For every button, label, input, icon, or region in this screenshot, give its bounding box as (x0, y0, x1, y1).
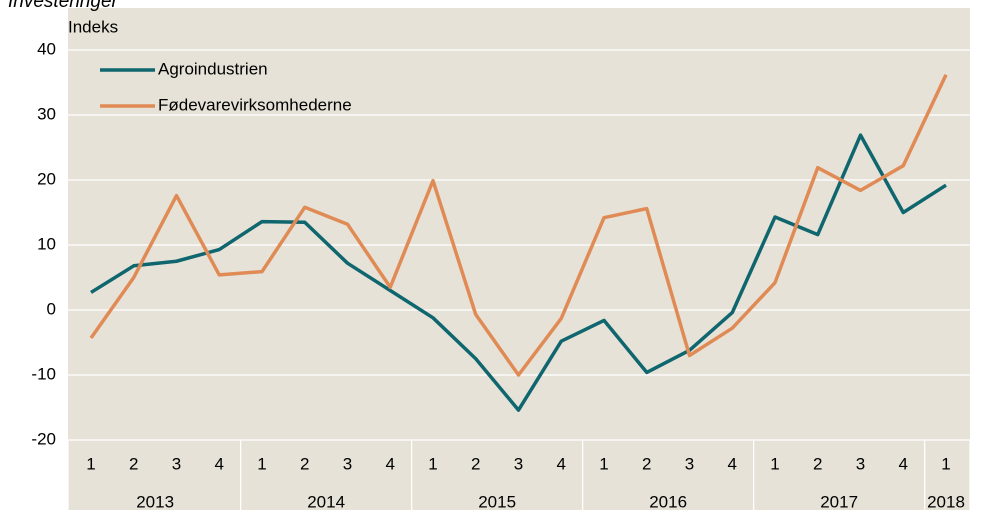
x-tick-label: 3 (172, 454, 181, 473)
chart-title: Investeringer (8, 0, 119, 12)
x-tick-label: 4 (728, 454, 737, 473)
y-axis-label: Indeks (68, 17, 118, 36)
x-tick-label: 1 (941, 454, 950, 473)
x-group-label: 2017 (820, 492, 858, 510)
x-tick-label: 3 (343, 454, 352, 473)
legend-label: Agroindustrien (158, 59, 268, 78)
x-group-label: 2015 (478, 492, 516, 510)
x-tick-label: 2 (471, 454, 480, 473)
x-tick-label: 2 (813, 454, 822, 473)
x-tick-label: 1 (257, 454, 266, 473)
x-tick-label: 1 (770, 454, 779, 473)
plot-background (68, 8, 970, 510)
series-line (89, 73, 948, 377)
x-tick-label: 2 (300, 454, 309, 473)
x-tick-label: 1 (599, 454, 608, 473)
x-tick-label: 2 (642, 454, 651, 473)
x-group-label: 2014 (307, 492, 345, 510)
y-tick-label: 10 (37, 234, 56, 253)
y-tick-label: -10 (31, 364, 56, 383)
y-tick-label: 30 (37, 104, 56, 123)
legend-label: Fødevarevirksomhederne (158, 95, 352, 114)
x-tick-label: 3 (514, 454, 523, 473)
y-tick-label: 20 (37, 169, 56, 188)
x-tick-label: 2 (129, 454, 138, 473)
x-tick-label: 4 (557, 454, 566, 473)
x-tick-label: 1 (428, 454, 437, 473)
x-tick-label: 1 (86, 454, 95, 473)
x-tick-label: 4 (386, 454, 395, 473)
series-line (90, 133, 947, 412)
x-tick-label: 3 (856, 454, 865, 473)
x-group-label: 2013 (136, 492, 174, 510)
x-group-label: 2016 (649, 492, 687, 510)
y-tick-label: 40 (37, 39, 56, 58)
x-tick-label: 3 (685, 454, 694, 473)
y-tick-label: 0 (47, 299, 56, 318)
y-tick-label: -20 (31, 429, 56, 448)
x-tick-label: 4 (215, 454, 224, 473)
x-group-label: 2018 (927, 492, 965, 510)
x-tick-label: 4 (899, 454, 908, 473)
